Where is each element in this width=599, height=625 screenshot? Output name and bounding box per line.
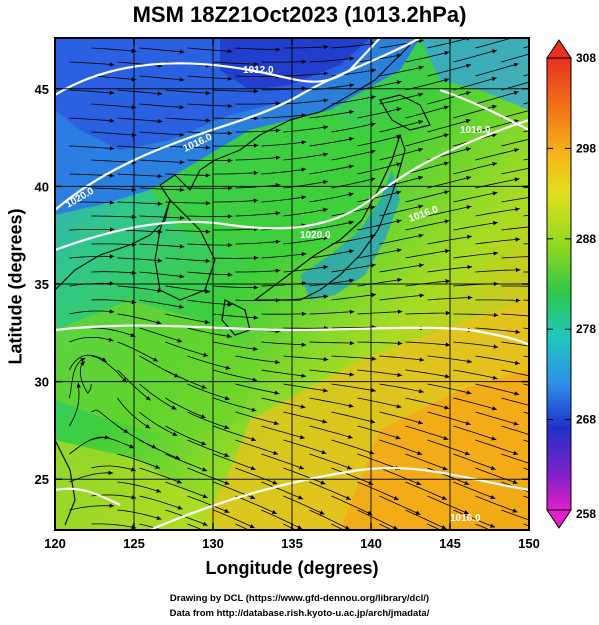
y-axis-label: Latitude (degrees) bbox=[5, 208, 26, 365]
y-tick-label: 30 bbox=[35, 375, 49, 390]
colorbar-tick-label: 258 bbox=[576, 507, 596, 521]
lat-lon-grid bbox=[55, 38, 529, 530]
x-tick-label: 120 bbox=[44, 536, 66, 551]
contour-label: 1012.0 bbox=[243, 65, 274, 76]
axis-ticks: 120 125 130 135 140 145 150 25 30 35 40 45 bbox=[35, 38, 540, 551]
colorbar: 308 298 288 278 268 258 bbox=[546, 39, 596, 529]
colorbar-tick-label: 268 bbox=[576, 413, 596, 427]
x-axis-label: Longitude (degrees) bbox=[205, 558, 379, 578]
y-tick-label: 35 bbox=[35, 277, 49, 292]
credit-dcl: Drawing by DCL (https://www.gfd-dennou.o… bbox=[169, 593, 430, 604]
x-tick-label: 135 bbox=[281, 536, 303, 551]
x-tick-label: 145 bbox=[439, 536, 461, 551]
contour-label: 1020.0 bbox=[300, 230, 331, 241]
y-tick-label: 45 bbox=[35, 82, 49, 97]
colorbar-tick-label: 308 bbox=[576, 51, 596, 65]
credit-data-source: Data from http://database.rish.kyoto-u.a… bbox=[169, 608, 430, 619]
contour-label: 1016.0 bbox=[450, 513, 481, 524]
colorbar-bar bbox=[546, 57, 572, 511]
colorbar-tick-label: 298 bbox=[576, 141, 596, 155]
colorbar-tick-label: 288 bbox=[576, 232, 596, 246]
y-tick-label: 25 bbox=[35, 472, 49, 487]
contour-label: 1016.0 bbox=[460, 125, 491, 136]
y-tick-label: 40 bbox=[35, 179, 49, 194]
x-tick-label: 130 bbox=[202, 536, 224, 551]
chart-title: MSM 18Z21Oct2023 (1013.2hPa) bbox=[132, 2, 467, 27]
wind-streamlines bbox=[69, 38, 529, 530]
x-tick-label: 150 bbox=[518, 536, 540, 551]
colorbar-top-arrow bbox=[546, 39, 572, 59]
colorbar-tick-label: 278 bbox=[576, 322, 596, 336]
x-tick-label: 125 bbox=[123, 536, 145, 551]
x-tick-label: 140 bbox=[360, 536, 382, 551]
colorbar-bottom-arrow bbox=[546, 509, 572, 529]
